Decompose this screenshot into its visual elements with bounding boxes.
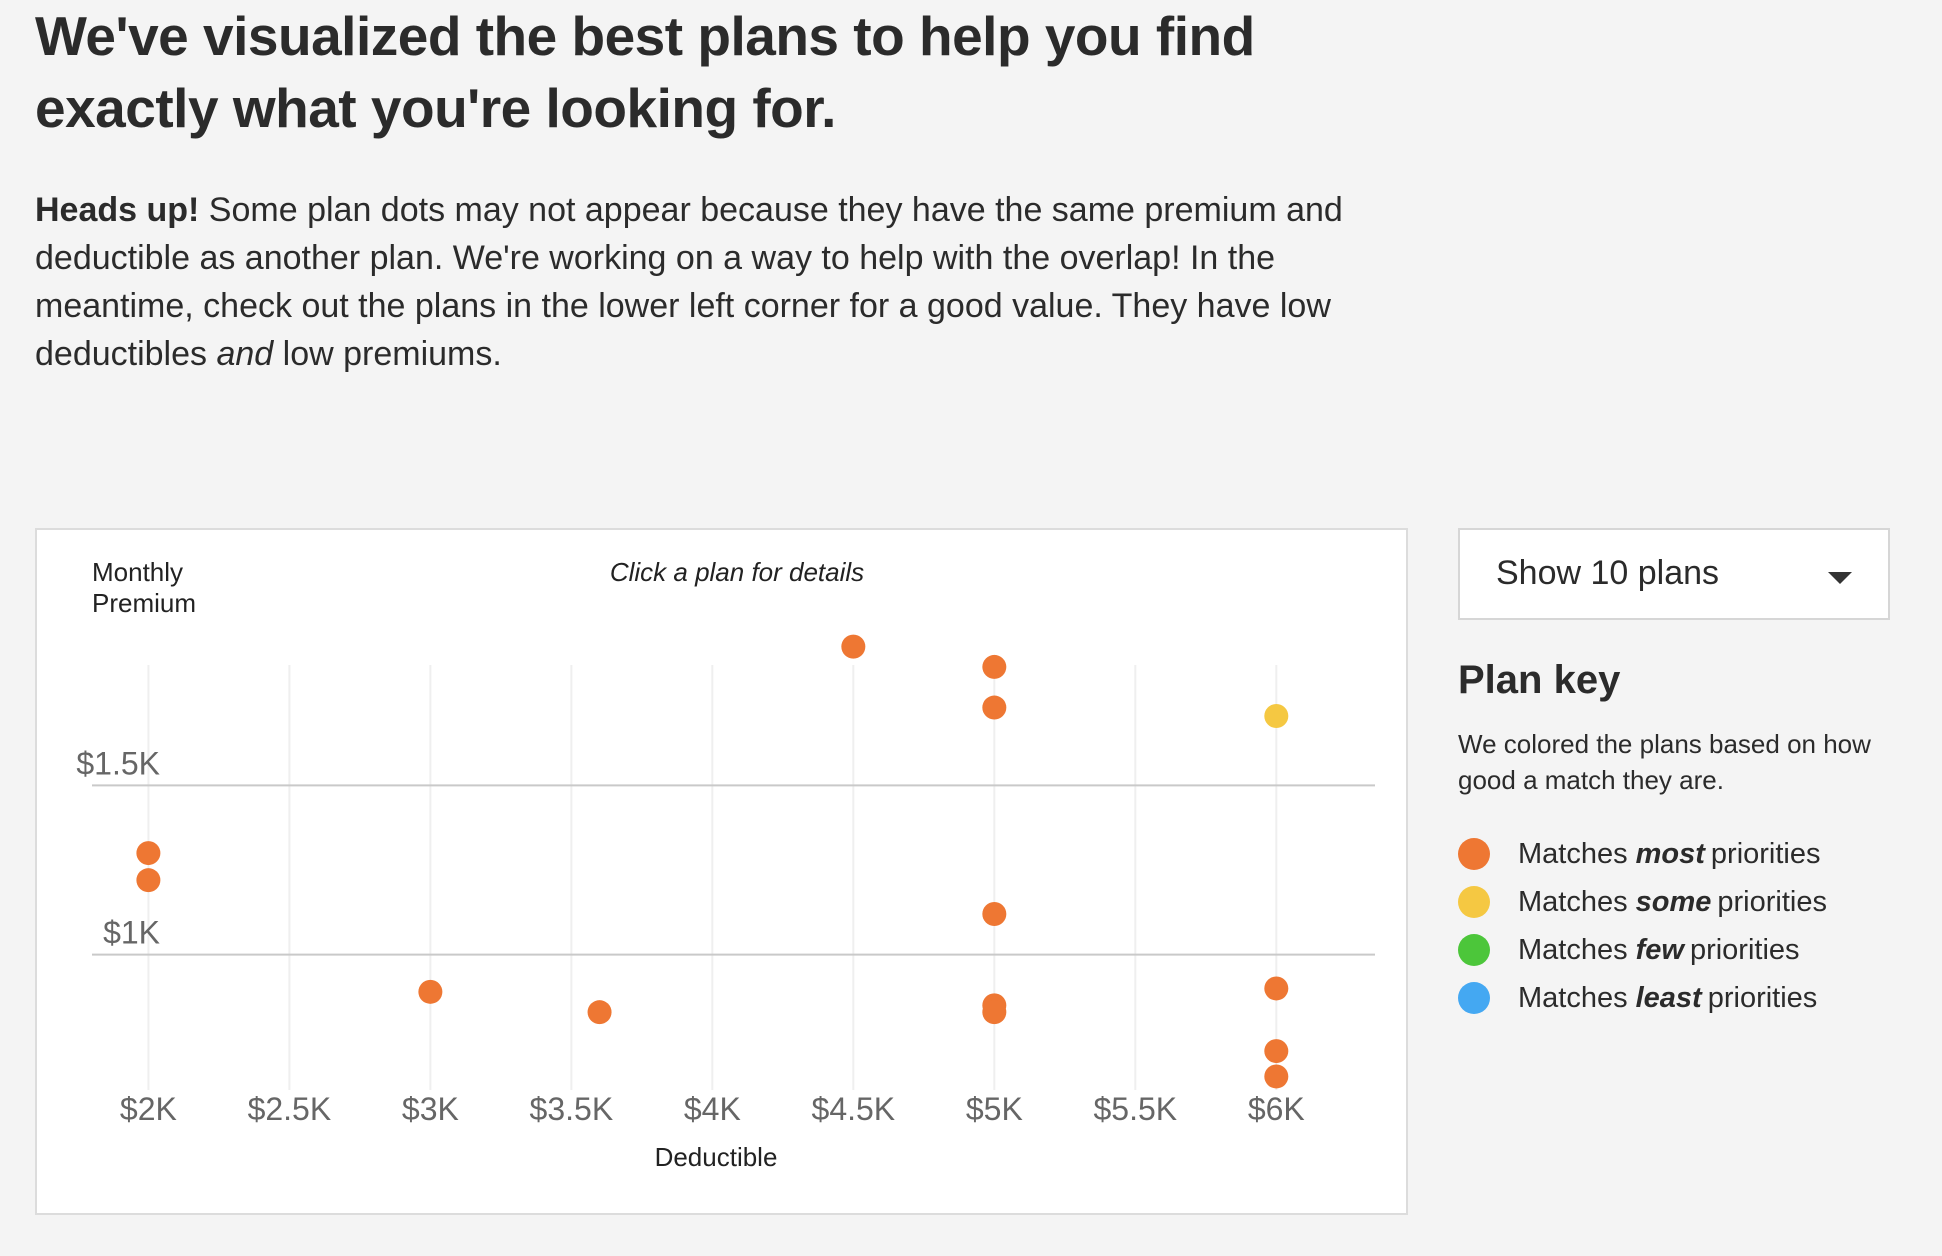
plan-dot[interactable] [418,979,443,1004]
y-axis-label-line2: Premium [92,588,196,618]
page-title: We've visualized the best plans to help … [35,5,1255,139]
plan-dot[interactable] [982,902,1007,926]
x-axis-label: Deductible [655,1142,778,1172]
x-tick-label: $2K [120,1091,177,1127]
plan-key-legend: Matches most priorities Matches some pri… [1458,830,1918,1022]
x-tick-label: $5K [966,1091,1023,1127]
notice-text-2: low premiums. [273,335,502,373]
legend-emphasis: some [1635,885,1712,918]
legend-prefix: Matches [1518,981,1628,1014]
plan-dot[interactable] [1264,1064,1289,1089]
plan-dot[interactable] [136,841,161,866]
x-tick-label: $3K [402,1091,459,1127]
chevron-down-icon [1828,572,1852,584]
points-layer [136,634,1289,1089]
match-few-dot-icon [1458,934,1490,966]
plan-count-select[interactable]: Show 10 plans [1458,528,1890,620]
x-tick-label: $4.5K [812,1091,896,1127]
legend-prefix: Matches [1518,837,1628,870]
plan-dot[interactable] [587,1000,612,1025]
legend-prefix: Matches [1518,933,1628,966]
x-tick-label: $6K [1248,1091,1305,1127]
legend-suffix: priorities [1707,981,1818,1014]
y-axis-label: Monthly [92,557,183,587]
plan-dot[interactable] [982,695,1007,720]
plan-dot[interactable] [841,634,866,659]
legend-emphasis: most [1635,837,1705,870]
x-tick-label: $2.5K [248,1091,332,1127]
plan-dot[interactable] [982,654,1007,679]
plan-dot[interactable] [1264,1039,1289,1064]
notice-emphasis: and [216,335,274,373]
legend-emphasis: few [1635,933,1684,966]
plan-key-description: We colored the plans based on how good a… [1458,729,1871,795]
overlap-notice: Heads up! Some plan dots may not appear … [35,186,1395,378]
legend-suffix: priorities [1689,933,1800,966]
match-some-dot-icon [1458,886,1490,918]
x-tick-label: $3.5K [530,1091,614,1127]
legend-suffix: priorities [1710,837,1821,870]
legend-item-most: Matches most priorities [1458,830,1918,878]
plan-chart: Monthly Premium Click a plan for details… [35,528,1408,1215]
plan-dot[interactable] [1264,704,1289,728]
y-tick-label: $1K [103,915,160,951]
legend-prefix: Matches [1518,885,1628,918]
notice-text-1: Some plan dots may not appear because th… [35,191,1343,373]
x-tick-label: $4K [684,1091,741,1127]
legend-item-some: Matches some priorities [1458,878,1918,926]
plan-count-label: Show 10 plans [1496,554,1720,592]
legend-emphasis: least [1635,981,1702,1014]
legend-item-least: Matches least priorities [1458,974,1918,1022]
plan-key-title: Plan key [1458,658,1621,702]
chart-svg: Monthly Premium Click a plan for details… [76,557,1375,1172]
match-least-dot-icon [1458,982,1490,1014]
grid-layer [92,665,1375,1090]
legend-suffix: priorities [1717,885,1827,918]
tick-layer: $2K $2.5K $3K $3.5K $4K $4.5K $5K $5.5K $6K $1K $1… [76,745,1304,1127]
x-tick-label: $5.5K [1094,1091,1178,1127]
plan-dot[interactable] [982,1000,1007,1025]
plan-dot[interactable] [1264,976,1289,1001]
match-most-dot-icon [1458,838,1490,870]
notice-strong: Heads up! [35,191,200,229]
plan-dot[interactable] [136,868,161,893]
chart-instruction: Click a plan for details [610,557,864,587]
legend-item-few: Matches few priorities [1458,926,1918,974]
y-tick-label: $1.5K [76,745,160,781]
